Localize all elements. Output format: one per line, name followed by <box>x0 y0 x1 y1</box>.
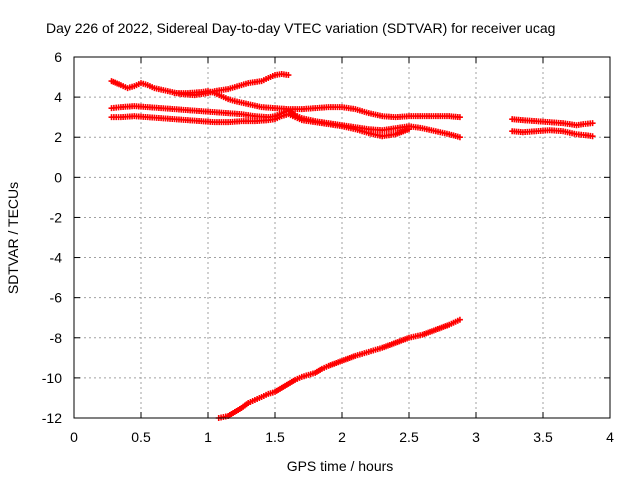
data-point <box>589 120 596 127</box>
y-tick-label: 6 <box>54 49 62 65</box>
y-tick-label: -10 <box>42 370 62 386</box>
data-point <box>456 316 463 323</box>
series-track-1 <box>108 71 292 99</box>
y-axis-label: SDTVAR / TECUs <box>5 182 21 294</box>
x-tick-label: 4 <box>606 429 614 445</box>
x-tick-label: 3 <box>472 429 480 445</box>
x-tick-label: 3.5 <box>533 429 553 445</box>
series-track-3 <box>108 103 463 141</box>
y-tick-label: 0 <box>54 169 62 185</box>
data-point <box>456 114 463 121</box>
data-point <box>589 133 596 140</box>
data-point <box>406 126 412 133</box>
y-tick-label: -6 <box>50 290 63 306</box>
y-tick-label: -12 <box>42 410 62 426</box>
series-track-4 <box>108 111 412 140</box>
chart-title: Day 226 of 2022, Sidereal Day-to-day VTE… <box>46 20 555 36</box>
x-tick-label: 1.5 <box>265 429 285 445</box>
data-point <box>285 72 292 79</box>
series-track-2 <box>171 88 463 121</box>
y-tick-label: -4 <box>50 250 63 266</box>
series-track-7 <box>215 316 463 421</box>
y-tick-label: -2 <box>50 209 63 225</box>
x-tick-label: 1 <box>204 429 212 445</box>
series-track-5 <box>509 116 596 129</box>
x-tick-label: 2 <box>338 429 346 445</box>
x-tick-label: 0 <box>70 429 78 445</box>
x-tick-label: 0.5 <box>131 429 151 445</box>
series-track-6 <box>509 127 596 140</box>
y-tick-label: 4 <box>54 89 62 105</box>
y-tick-label: 2 <box>54 129 62 145</box>
x-tick-label: 2.5 <box>399 429 419 445</box>
x-axis-label: GPS time / hours <box>287 458 394 474</box>
y-tick-label: -8 <box>50 330 63 346</box>
data-point <box>456 134 463 141</box>
